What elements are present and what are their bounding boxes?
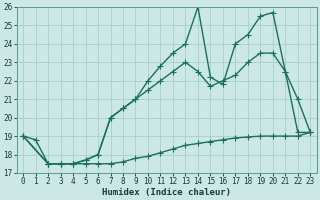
X-axis label: Humidex (Indice chaleur): Humidex (Indice chaleur): [102, 188, 231, 197]
